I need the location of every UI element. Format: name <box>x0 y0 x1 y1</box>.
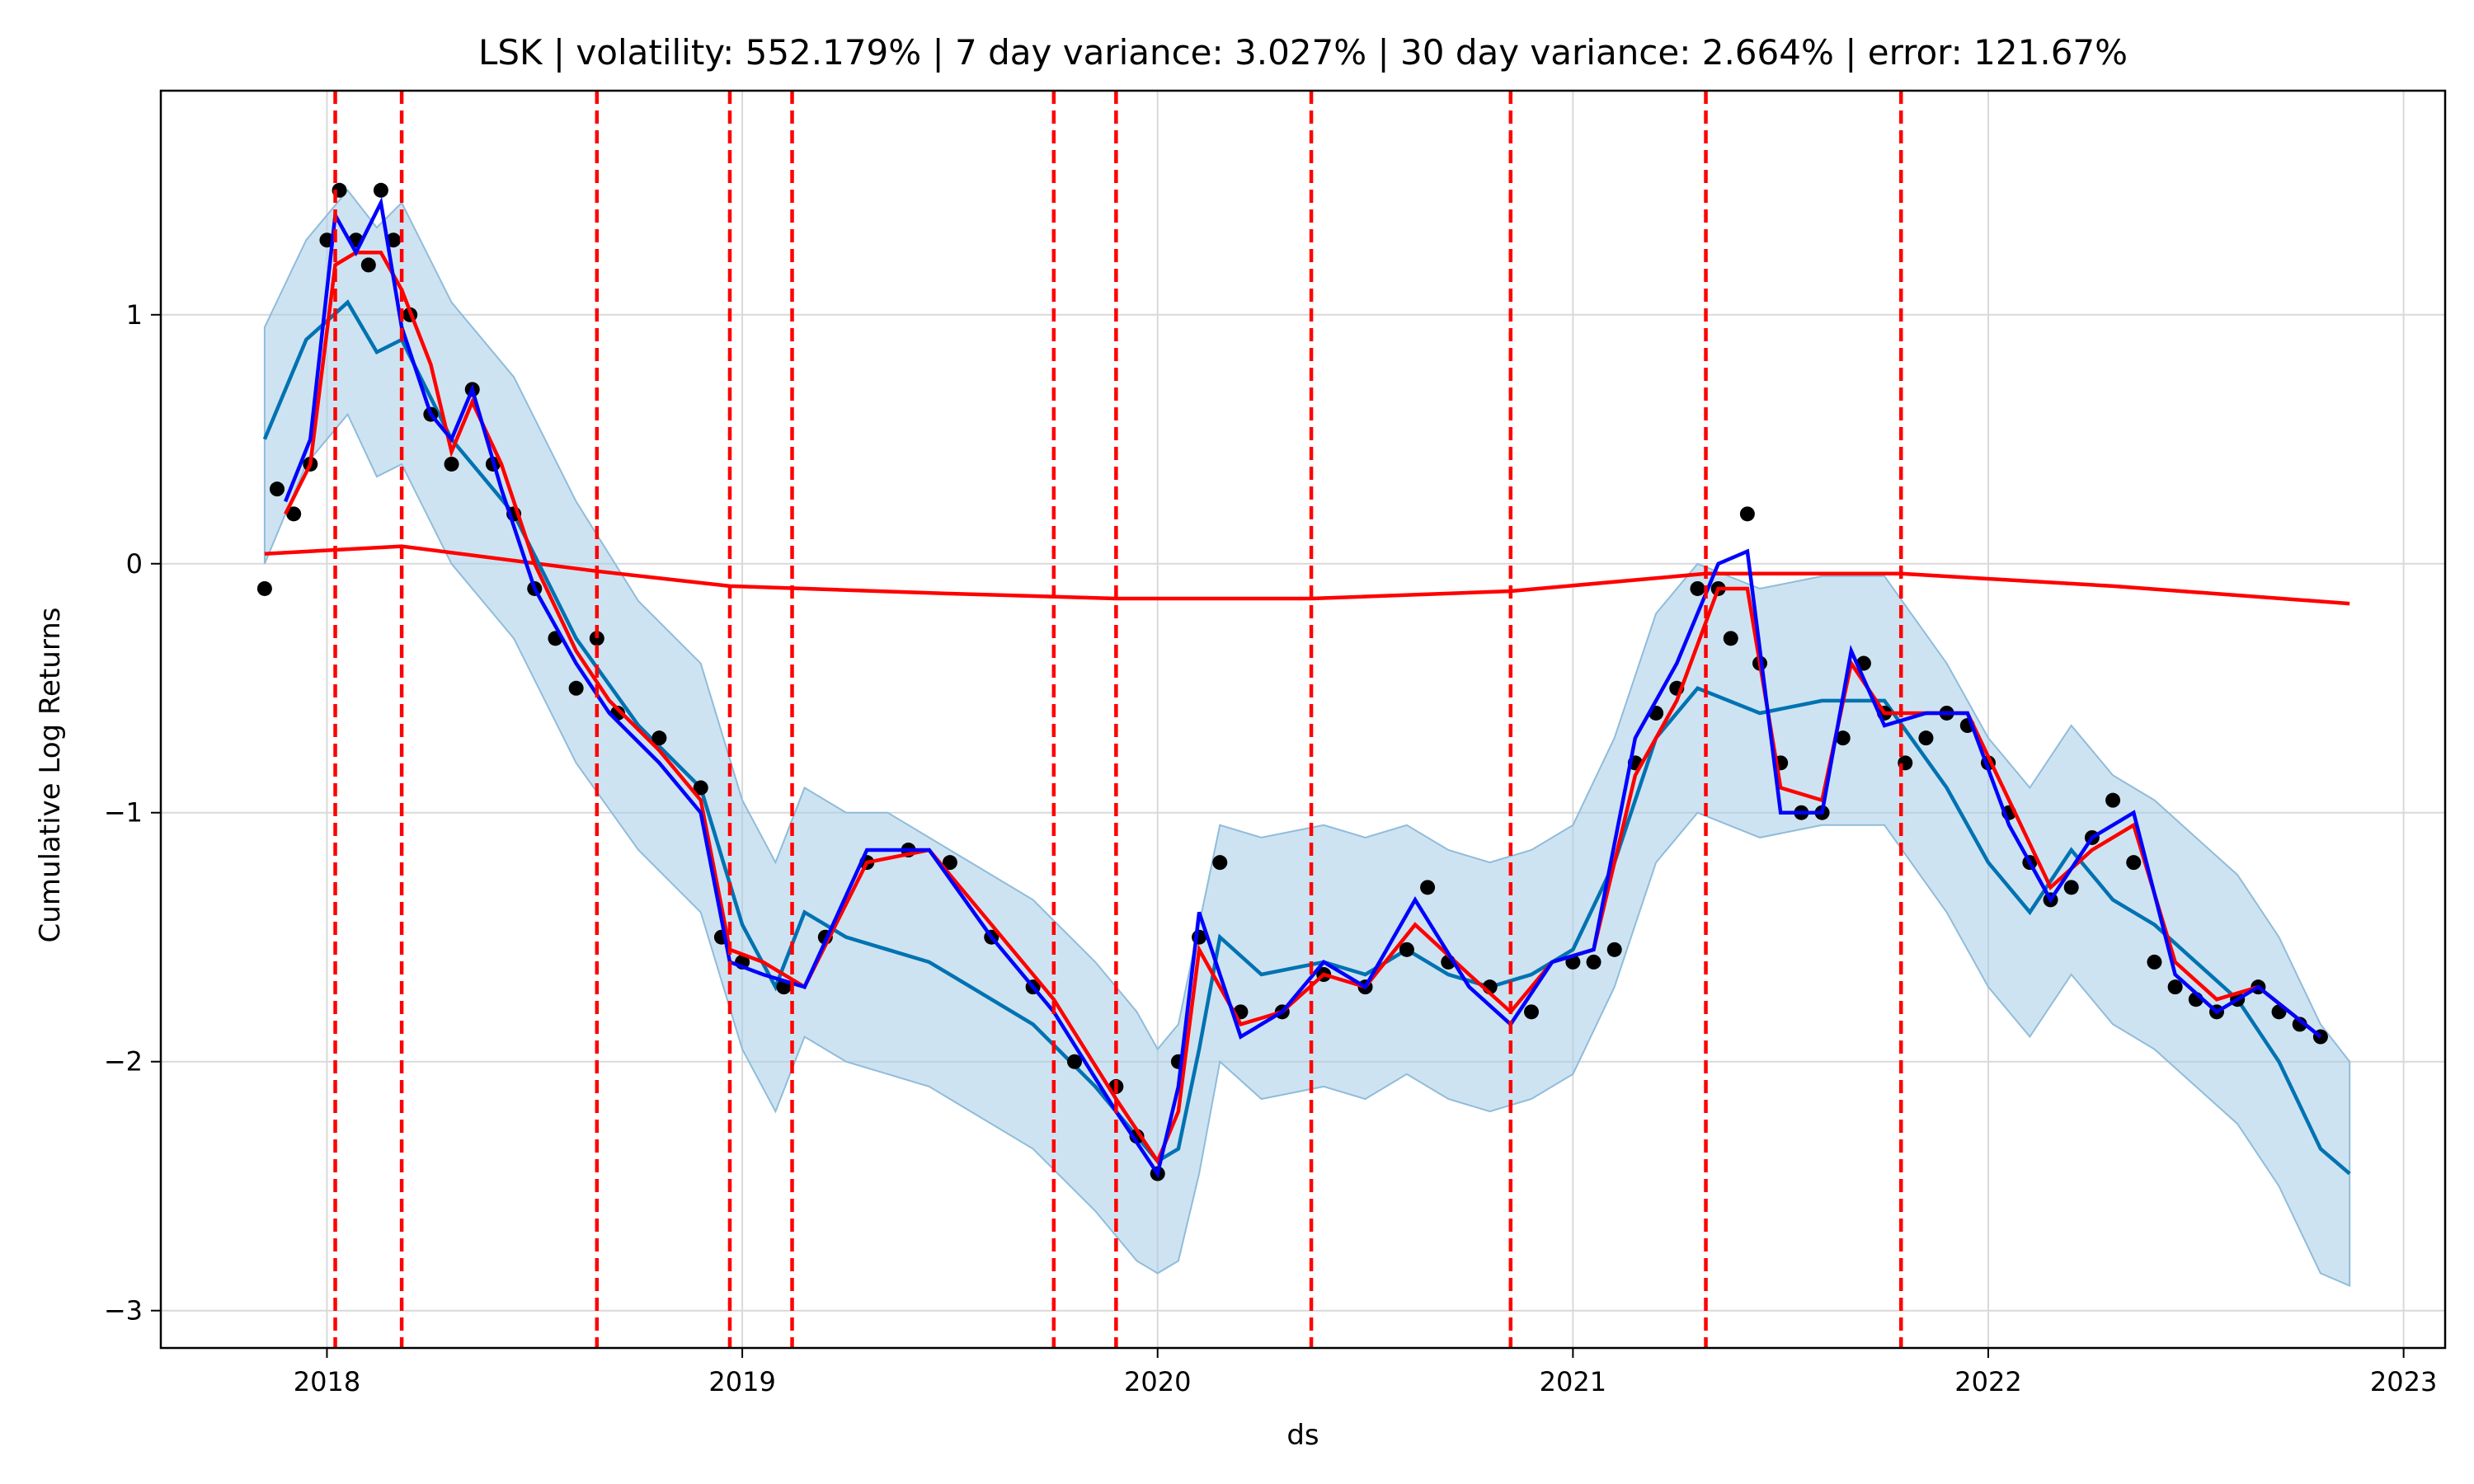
x-tick-label: 2018 <box>294 1366 360 1397</box>
actual-point <box>1399 942 1414 957</box>
actual-point <box>2126 855 2142 871</box>
chart-title: LSK | volatility: 552.179% | 7 day varia… <box>478 32 2128 73</box>
actual-point <box>1212 855 1228 871</box>
axes-frame <box>159 89 2447 1350</box>
x-tick-label: 2021 <box>1540 1366 1606 1397</box>
actual-point <box>942 855 957 871</box>
actual-point <box>1723 631 1738 646</box>
y-tick-label: 1 <box>126 299 143 331</box>
x-tick-label: 2020 <box>1124 1366 1191 1397</box>
forecast-line <box>262 299 2351 1176</box>
actual-point <box>1918 730 1934 746</box>
actual-point <box>1586 954 1602 970</box>
actual-point <box>1606 942 1622 957</box>
actual-point <box>360 257 376 273</box>
x-axis-label: ds <box>1286 1419 1319 1452</box>
y-tick-label: 0 <box>126 548 143 580</box>
y-axis-label: Cumulative Log Returns <box>34 608 67 943</box>
actual-point <box>1067 1054 1082 1069</box>
x-tick-label: 2019 <box>708 1366 775 1397</box>
plot-area: 2018 2019 2020 2021 2022 2023 1 0 −1 −2 −3 <box>104 89 2447 1397</box>
actual-point <box>1524 1004 1539 1020</box>
actual-point <box>386 232 402 248</box>
actual-point <box>2147 954 2162 970</box>
smoothed-line-blue <box>284 196 2322 1179</box>
actual-point <box>2167 979 2183 995</box>
actual-point <box>1420 880 1436 895</box>
actual-point <box>286 506 302 522</box>
trend-line <box>264 544 2350 606</box>
actual-point <box>589 631 604 646</box>
actual-point <box>444 456 459 472</box>
actual-point <box>256 580 272 596</box>
actual-point <box>2292 1017 2307 1032</box>
uncertainty-band <box>263 189 2351 1288</box>
actual-point <box>2105 792 2121 808</box>
y-tick-label: −1 <box>104 797 143 829</box>
x-tick-label: 2023 <box>2370 1366 2437 1397</box>
actual-point <box>1835 730 1851 746</box>
actual-point <box>2063 880 2079 895</box>
actual-point <box>693 780 708 796</box>
actual-point <box>651 730 667 746</box>
x-tick-label: 2022 <box>1954 1366 2021 1397</box>
actual-point <box>373 182 388 198</box>
actual-point <box>270 481 285 497</box>
y-tick-label: −3 <box>104 1295 143 1327</box>
actual-point <box>568 680 584 696</box>
actual-point <box>1739 506 1755 522</box>
actual-point <box>1690 580 1705 596</box>
y-tick-label: −2 <box>104 1046 143 1078</box>
